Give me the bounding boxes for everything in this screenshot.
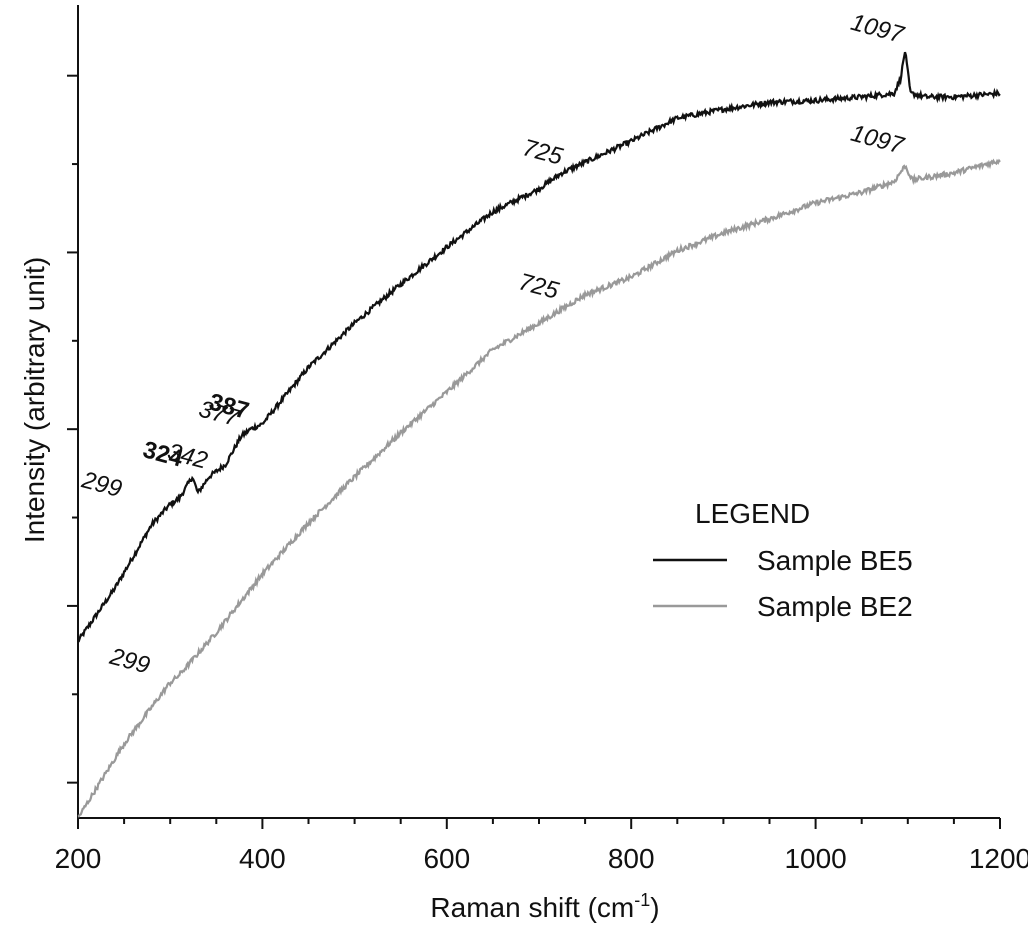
x-axis-title-superscript: -1 [634, 890, 650, 910]
series-layer [77, 51, 1001, 818]
x-tick-label: 400 [239, 843, 286, 874]
x-tick-label: 1000 [784, 843, 846, 874]
x-axis-title-main: Raman shift (cm [430, 892, 634, 923]
axes: 200 400 600 800 1000 1200 [55, 5, 1028, 874]
x-axis-title: Raman shift (cm-1) [430, 890, 659, 923]
peak-label-299: 299 [106, 643, 153, 680]
peak-label-725: 725 [516, 268, 562, 305]
x-tick-label: 800 [608, 843, 655, 874]
series-line-sample-be2 [77, 158, 1001, 818]
peak-label-1097: 1097 [848, 120, 908, 160]
x-tick-label: 1200 [969, 843, 1028, 874]
y-axis-title: Intensity (arbitrary unit) [19, 257, 50, 543]
legend: LEGEND Sample BE5 Sample BE2 [653, 498, 913, 622]
peak-label-299: 299 [78, 466, 125, 503]
x-tick-label: 600 [423, 843, 470, 874]
legend-title: LEGEND [695, 498, 810, 529]
legend-entry-label: Sample BE2 [757, 591, 913, 622]
series-line-sample-be5 [77, 51, 1001, 643]
x-axis-title-suffix: ) [650, 892, 659, 923]
peak-label-725: 725 [520, 134, 566, 171]
peak-label-1097: 1097 [848, 9, 908, 49]
x-tick-label: 200 [55, 843, 102, 874]
legend-entry-label: Sample BE5 [757, 545, 913, 576]
